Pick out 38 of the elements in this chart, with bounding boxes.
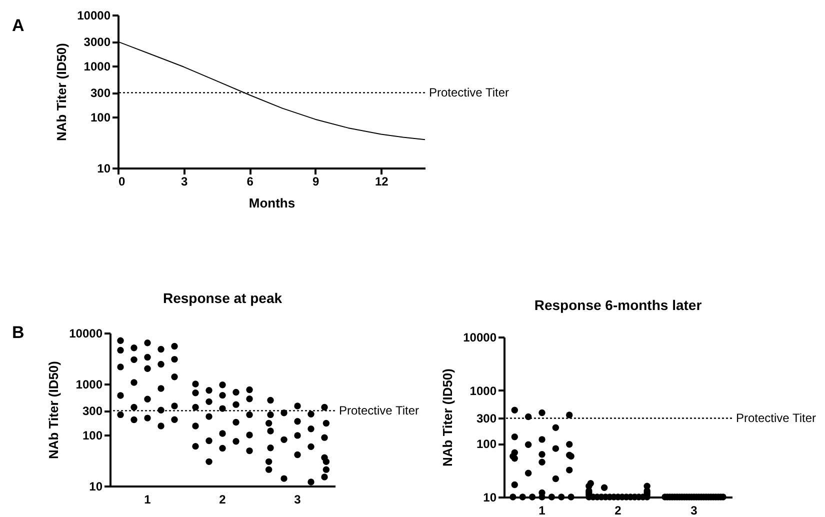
y-tick-label: 1000 [470,384,497,398]
y-tick-label: 300 [476,412,497,426]
x-tick-label: 12 [374,174,389,188]
y-tick-label: 10 [89,480,103,494]
y-axis-title: NAb Titer (ID50) [440,368,456,466]
text: B [12,323,24,342]
y-tick-label: 10 [97,162,111,176]
y-tick-label: 100 [90,110,111,124]
x-tick-label: 6 [246,174,254,188]
x-tick-label: 2 [614,504,622,517]
x-tick-label: 9 [312,174,320,188]
ref-line-label: Protective Titer [429,86,510,100]
x-tick-label: 3 [294,492,302,506]
y-tick-label: 100 [82,428,103,442]
y-tick-label: 10 [483,490,497,504]
chart-title: Response 6-months later [534,297,702,313]
x-tick-label: 1 [538,504,546,517]
ref-line-label: Protective Titer [339,404,420,418]
x-tick-label: 3 [690,504,698,517]
y-tick-label: 300 [90,86,111,100]
y-tick-label: 1000 [84,60,111,74]
text: A [12,16,24,35]
y-tick-label: 10000 [69,326,103,340]
x-tick-label: 3 [180,174,188,188]
chart-title: Response at peak [162,290,282,306]
y-tick-label: 300 [82,404,103,418]
x-tick-label: 1 [144,492,152,506]
ref-line-label: Protective Titer [736,411,816,426]
y-tick-label: 10000 [463,330,497,344]
y-axis-title: NAb Titer (ID50) [54,43,70,141]
y-tick-label: 100 [476,437,497,452]
y-tick-label: 3000 [84,35,111,50]
y-tick-label: 1000 [76,378,103,392]
y-axis-title: NAb Titer (ID50) [46,361,62,459]
y-tick-label: 10000 [77,8,111,22]
x-tick-label: 0 [118,174,126,188]
x-axis-title: Months [248,196,296,210]
x-tick-label: 2 [219,492,226,506]
